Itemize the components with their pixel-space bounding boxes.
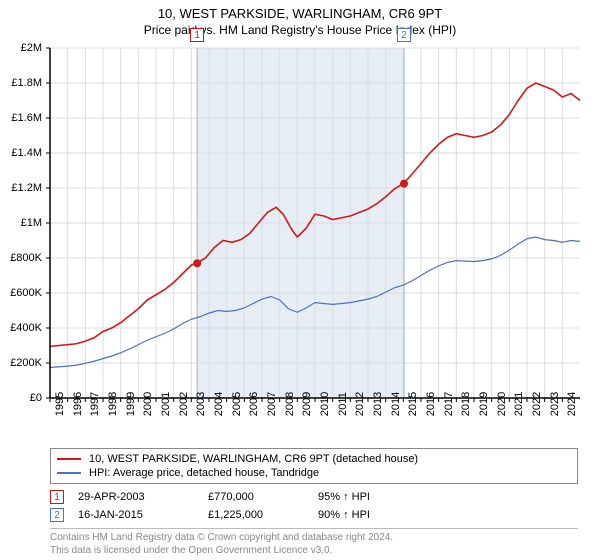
y-tick-label: £1.6M [11,112,42,124]
x-tick-label: 1997 [89,392,101,416]
sale-marker-1: 1 [190,28,204,42]
x-tick-label: 2010 [319,392,331,416]
x-tick-label: 1996 [72,392,84,416]
y-axis-labels: £0£200K£400K£600K£800K£1M£1.2M£1.4M£1.6M… [0,48,46,398]
sale-marker-2: 2 [397,28,411,42]
sale-marker-icon: 1 [50,490,64,504]
y-tick-label: £1.8M [11,77,42,89]
x-tick-label: 2022 [531,392,543,416]
x-tick-label: 2019 [478,392,490,416]
x-tick-label: 2011 [337,392,349,416]
x-tick-label: 2013 [372,392,384,416]
x-tick-label: 2020 [496,392,508,416]
footer-line2: This data is licensed under the Open Gov… [50,545,578,558]
x-tick-label: 2021 [513,392,525,416]
chart-container: 10, WEST PARKSIDE, WARLINGHAM, CR6 9PT P… [0,0,600,560]
x-tick-label: 2015 [407,392,419,416]
sale-hpi-pct: 90% ↑ HPI [318,509,418,521]
y-tick-label: £800K [10,252,42,264]
y-tick-label: £400K [10,322,42,334]
x-tick-label: 1999 [125,392,137,416]
x-tick-label: 2014 [390,392,402,416]
sale-row: 1 29-APR-2003£770,00095% ↑ HPI [50,488,578,506]
chart-svg [50,48,580,398]
x-tick-label: 2017 [443,392,455,416]
y-tick-label: £1.2M [11,182,42,194]
legend-item: HPI: Average price, detached house, Tand… [57,466,571,480]
x-tick-label: 2001 [160,392,172,416]
y-tick-label: £1M [21,217,42,229]
title-block: 10, WEST PARKSIDE, WARLINGHAM, CR6 9PT P… [0,0,600,37]
sale-price: £770,000 [208,491,318,503]
sale-marker-icon: 2 [50,508,64,522]
x-tick-label: 2000 [142,392,154,416]
sale-hpi-pct: 95% ↑ HPI [318,491,418,503]
legend-label: HPI: Average price, detached house, Tand… [89,467,319,479]
x-tick-label: 2016 [425,392,437,416]
legend: 10, WEST PARKSIDE, WARLINGHAM, CR6 9PT (… [50,448,578,484]
chart-area: 12 [50,48,580,398]
y-tick-label: £2M [21,42,42,54]
x-tick-label: 2002 [178,392,190,416]
x-tick-label: 2008 [284,392,296,416]
y-tick-label: £0 [30,392,42,404]
x-tick-label: 2006 [248,392,260,416]
footer-attribution: Contains HM Land Registry data © Crown c… [50,528,578,557]
y-tick-label: £1.4M [11,147,42,159]
sale-row: 2 16-JAN-2015£1,225,00090% ↑ HPI [50,506,578,524]
chart-subtitle: Price paid vs. HM Land Registry's House … [0,23,600,37]
x-axis-labels: 1995199619971998199920002001200220032004… [50,400,580,450]
y-tick-label: £200K [10,357,42,369]
footer-line1: Contains HM Land Registry data © Crown c… [50,532,578,545]
x-tick-label: 2018 [460,392,472,416]
legend-swatch [57,472,81,474]
x-tick-label: 2012 [354,392,366,416]
x-tick-label: 2023 [549,392,561,416]
x-tick-label: 2005 [231,392,243,416]
x-tick-label: 2009 [301,392,313,416]
x-tick-label: 2024 [566,392,578,416]
x-tick-label: 2007 [266,392,278,416]
x-tick-label: 1995 [54,392,66,416]
legend-swatch [57,458,81,460]
legend-item: 10, WEST PARKSIDE, WARLINGHAM, CR6 9PT (… [57,452,571,466]
sale-date: 29-APR-2003 [78,491,208,503]
x-tick-label: 2003 [195,392,207,416]
address-title: 10, WEST PARKSIDE, WARLINGHAM, CR6 9PT [0,6,600,21]
sale-events: 1 29-APR-2003£770,00095% ↑ HPI 2 16-JAN-201… [50,488,578,524]
sale-date: 16-JAN-2015 [78,509,208,521]
x-tick-label: 1998 [107,392,119,416]
sale-price: £1,225,000 [208,509,318,521]
legend-label: 10, WEST PARKSIDE, WARLINGHAM, CR6 9PT (… [89,453,418,465]
y-tick-label: £600K [10,287,42,299]
x-tick-label: 2004 [213,392,225,416]
